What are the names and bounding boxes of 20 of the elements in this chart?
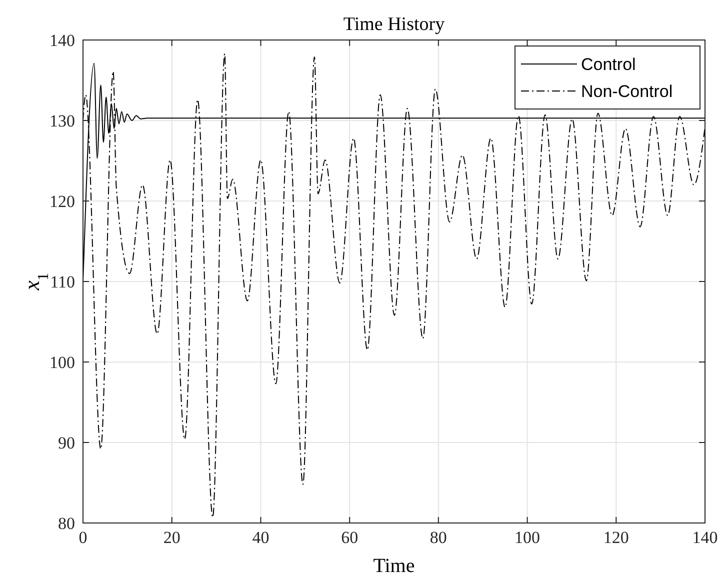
legend-label: Control <box>581 54 636 74</box>
legend-label: Non-Control <box>581 82 673 101</box>
y-tick-label: 80 <box>58 514 75 533</box>
y-tick-label: 110 <box>50 272 75 292</box>
x-tick-label: 40 <box>252 528 270 547</box>
y-tick-label: 120 <box>50 192 75 211</box>
x-tick-label: 60 <box>341 528 358 547</box>
chart-title: Time History <box>343 14 446 35</box>
x-tick-label: 140 <box>692 528 718 547</box>
x-tick-label: 80 <box>430 528 447 547</box>
line-series <box>83 53 705 518</box>
x-tick-label: 0 <box>78 528 88 547</box>
x-tick-label: 20 <box>163 528 180 547</box>
y-tick-label: 130 <box>50 111 75 130</box>
x-tick-label: 100 <box>514 528 540 547</box>
x-tick-label: 120 <box>603 528 629 547</box>
y-tick-label: 90 <box>58 433 75 452</box>
y-tick-label: 140 <box>50 30 75 50</box>
y-tick-label: 100 <box>50 352 75 372</box>
x-axis-title: Time <box>373 555 415 577</box>
